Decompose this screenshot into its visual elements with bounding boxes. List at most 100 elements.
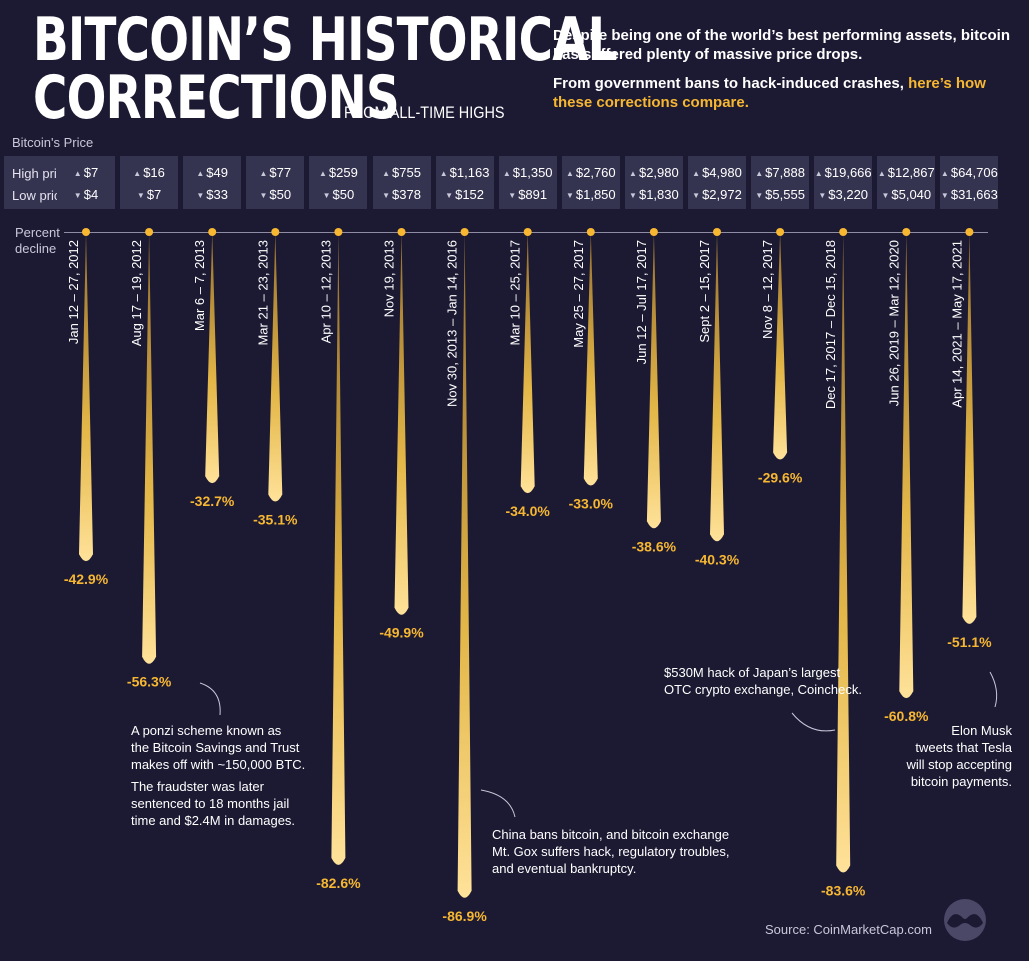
date-range-label: Nov 30, 2013 – Jan 14, 2016	[445, 240, 460, 407]
intro-paragraph-2-text: From government bans to hack-induced cra…	[553, 75, 904, 92]
china-annotation: China bans bitcoin, and bitcoin exchange…	[492, 826, 729, 877]
correction-bar	[331, 232, 346, 865]
high-price-text: $49	[206, 165, 228, 180]
decline-value-label: -83.6%	[821, 883, 866, 899]
date-range-label: Mar 10 – 25, 2017	[508, 240, 523, 346]
bar-start-dot	[208, 228, 217, 236]
ponzi-line: the Bitcoin Savings and Trust	[131, 740, 300, 755]
down-arrow-icon: ▼	[818, 191, 827, 200]
bar-start-dot	[776, 228, 785, 236]
down-arrow-icon: ▼	[881, 191, 890, 200]
low-price-text: $4	[83, 187, 99, 202]
up-arrow-icon: ▲	[692, 169, 701, 178]
high-price-text: $2,760	[575, 165, 616, 180]
page-subtitle: FROM ALL-TIME HIGHS	[344, 103, 505, 122]
decline-value-label: -51.1%	[947, 634, 992, 650]
correction-bar	[79, 232, 93, 562]
decline-value-label: -33.0%	[569, 495, 614, 511]
high-price-text: $1,350	[512, 165, 553, 180]
price-cell: ▲ $7,888 ▼ $5,555	[751, 156, 810, 209]
price-cell: ▲ $1,350 ▼ $891	[498, 156, 557, 209]
date-range-label: Jan 12 – 27, 2012	[66, 240, 81, 344]
bar-start-dot	[586, 228, 595, 236]
low-price-value: ▼ $1,850	[562, 187, 620, 202]
high-price-value: ▲ $16	[120, 165, 178, 180]
correction-bar	[394, 232, 409, 615]
high-price-text: $77	[269, 165, 292, 180]
up-arrow-icon: ▲	[133, 169, 142, 178]
high-price-text: $755	[392, 165, 421, 180]
high-price-value: ▲ $4,980	[688, 165, 746, 180]
ponzi-line: time and $2.4M in damages.	[131, 813, 296, 828]
high-price-value: ▲ $19,666	[814, 165, 872, 180]
ponzi-annotation: A ponzi scheme known as the Bitcoin Savi…	[131, 722, 305, 829]
intro-paragraph-2: From government bans to hack-induced cra…	[553, 74, 1013, 112]
up-arrow-icon: ▲	[629, 169, 637, 178]
date-range-label: Mar 21 – 23, 2013	[255, 240, 270, 346]
low-price-value: ▼ $3,220	[814, 187, 872, 202]
date-range-label: Jun 12 – Jul 17, 2017	[634, 240, 649, 364]
decline-value-label: -49.9%	[379, 625, 424, 641]
date-range-label: Sept 2 – 15, 2017	[697, 240, 712, 343]
decline-value-label: -38.6%	[632, 538, 677, 554]
china-line: Mt. Gox suffers hack, regulatory trouble…	[492, 844, 730, 859]
coincheck-annotation: $530M hack of Japan’s largest OTC crypto…	[664, 664, 862, 698]
high-price-text: $2,980	[638, 165, 679, 180]
correction-bar	[962, 232, 977, 624]
low-price-value: ▼ $50	[246, 187, 304, 202]
bar-start-dot	[271, 228, 280, 236]
bar-start-dot	[334, 228, 343, 236]
high-price-value: ▲ $7	[57, 165, 115, 180]
ponzi-connector-arrow	[199, 682, 221, 716]
high-price-value: ▲ $7,888	[751, 165, 809, 180]
decline-value-label: -32.7%	[190, 493, 235, 509]
high-price-value: ▲ $259	[309, 165, 367, 180]
bar-start-dot	[523, 228, 532, 236]
low-price-value: ▼ $152	[436, 187, 494, 202]
decline-value-label: -56.3%	[127, 674, 172, 690]
low-price-value: ▼ $33	[183, 187, 241, 202]
date-range-label: Nov 19, 2013	[382, 240, 397, 317]
date-range-label: May 25 – 27, 2017	[571, 240, 586, 348]
low-price-value: ▼ $5,040	[877, 187, 935, 202]
correction-bar	[457, 232, 472, 898]
ponzi-line: makes off with ~150,000 BTC.	[131, 757, 306, 772]
down-arrow-icon: ▼	[692, 191, 701, 200]
high-price-value: ▲ $64,706	[940, 165, 998, 180]
high-price-text: $12,867	[887, 165, 935, 180]
low-price-text: $33	[206, 187, 228, 202]
page-title-line2: CORRECTIONS	[33, 63, 400, 133]
price-cell: ▲ $1,163 ▼ $152	[435, 156, 494, 209]
date-range-label: Dec 17, 2017 – Dec 15, 2018	[823, 240, 838, 409]
low-price-text: $891	[518, 187, 548, 202]
up-arrow-icon: ▲	[565, 169, 574, 178]
low-price-text: $50	[269, 187, 292, 202]
china-connector-arrow	[480, 789, 516, 818]
china-line: China bans bitcoin, and bitcoin exchange	[492, 827, 730, 842]
low-price-value: ▼ $4	[57, 187, 115, 202]
low-price-label: Low price	[12, 188, 68, 203]
date-range-label: Apr 14, 2021 – May 17, 2021	[949, 240, 964, 408]
bar-start-dot	[839, 228, 848, 236]
up-arrow-icon: ▲	[439, 169, 448, 178]
low-price-value: ▼ $31,663	[940, 187, 998, 202]
musk-line: tweets that Tesla	[915, 740, 1012, 755]
up-arrow-icon: ▲	[382, 169, 390, 178]
up-arrow-icon: ▲	[814, 169, 823, 178]
correction-bar	[836, 232, 851, 873]
price-cell: ▲ $4,980 ▼ $2,972	[688, 156, 746, 209]
decline-value-label: -29.6%	[758, 469, 803, 485]
high-price-text: $7	[83, 165, 99, 180]
musk-line: Elon Musk	[951, 723, 1012, 738]
down-arrow-icon: ▼	[259, 191, 268, 200]
up-arrow-icon: ▲	[259, 169, 268, 178]
decline-value-label: -60.8%	[884, 708, 929, 724]
correction-bar	[899, 232, 914, 699]
low-price-text: $5,555	[765, 187, 805, 202]
up-arrow-icon: ▲	[755, 169, 764, 178]
page-title-line1: BITCOIN’S HISTORICAL	[33, 5, 618, 75]
low-price-value: ▼ $1,830	[625, 187, 683, 202]
high-price-value: ▲ $2,980	[625, 165, 683, 180]
low-price-text: $5,040	[891, 187, 932, 202]
